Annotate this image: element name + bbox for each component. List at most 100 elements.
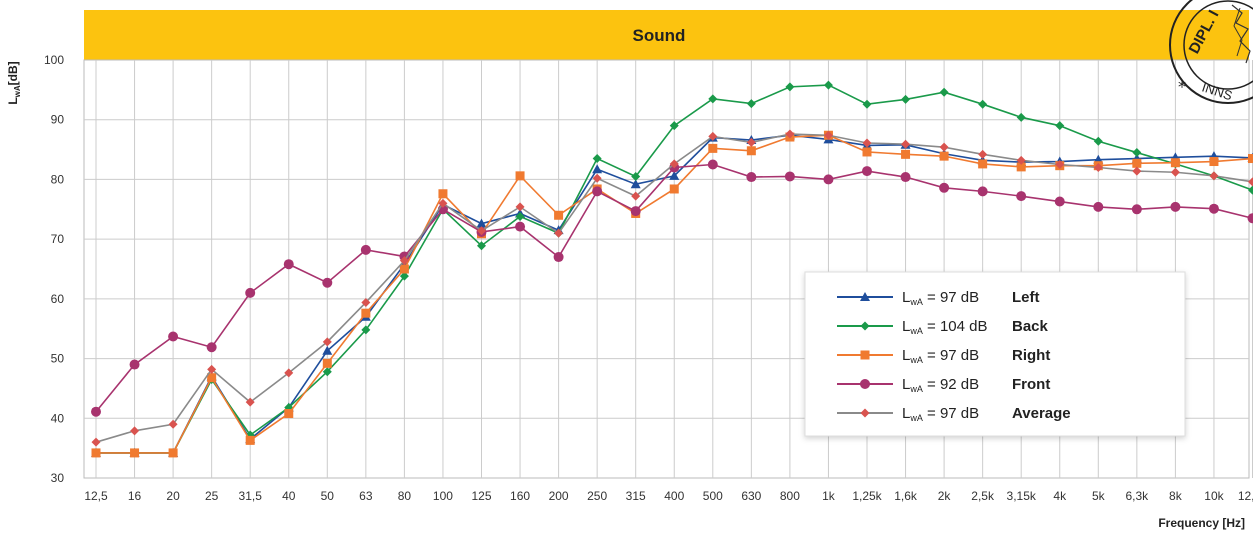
data-point	[862, 166, 872, 177]
legend-label: Right	[1012, 347, 1050, 364]
y-axis-title-sub: wA	[13, 85, 22, 98]
data-point	[592, 154, 602, 164]
data-point	[978, 159, 988, 169]
data-point	[91, 406, 101, 417]
x-axis-title: Frequency [Hz]	[1158, 516, 1245, 530]
data-point	[746, 137, 756, 147]
data-point	[785, 129, 795, 139]
y-tick-label: 50	[51, 352, 65, 366]
data-point	[360, 244, 371, 255]
legend-level: LwA = 104 dB	[902, 318, 988, 336]
x-tick-label: 500	[703, 489, 723, 503]
data-point	[939, 142, 949, 152]
data-point	[130, 426, 140, 436]
data-point	[746, 99, 756, 109]
data-point	[283, 259, 294, 270]
x-tick-label: 3,15k	[1007, 489, 1037, 503]
data-point	[592, 186, 603, 197]
data-point	[322, 358, 332, 368]
data-point	[399, 256, 409, 266]
data-point	[476, 218, 487, 228]
legend-swatch-marker	[860, 408, 870, 418]
x-tick-label: 8k	[1169, 489, 1183, 503]
series-line	[96, 134, 1253, 454]
data-point	[862, 147, 872, 157]
legend-entry-right: LwA = 97 dB Right	[837, 347, 1050, 365]
data-point	[1016, 162, 1026, 172]
legend-label: Average	[1012, 405, 1071, 422]
data-point	[322, 345, 333, 355]
legend-label: Left	[1012, 289, 1040, 306]
data-point	[399, 264, 409, 274]
legend-label: Front	[1012, 376, 1050, 393]
data-point	[1055, 121, 1065, 131]
data-point	[207, 373, 217, 383]
data-point	[669, 121, 679, 131]
data-point	[978, 149, 988, 159]
data-point	[746, 146, 756, 156]
data-point	[284, 368, 294, 378]
legend-swatch-marker	[860, 292, 870, 301]
y-tick-label: 100	[44, 53, 64, 67]
x-tick-label: 10k	[1204, 489, 1224, 503]
legend-level: LwA = 97 dB	[902, 347, 979, 365]
x-tick-label: 16	[128, 489, 142, 503]
y-axis-ticks: 30 40 50 60 70 80 90 100	[44, 53, 64, 485]
data-point	[515, 171, 525, 181]
data-point	[361, 308, 371, 318]
data-point	[438, 189, 448, 199]
data-point	[785, 82, 795, 92]
data-point	[631, 191, 641, 201]
title-banner	[84, 10, 1249, 60]
plot-frame	[83, 59, 1250, 479]
data-point	[207, 364, 217, 374]
x-tick-label: 315	[626, 489, 646, 503]
data-point	[630, 179, 641, 189]
data-point	[361, 325, 371, 335]
series-group	[91, 80, 1253, 458]
data-point	[1132, 166, 1142, 176]
data-point	[91, 448, 101, 458]
data-point	[939, 182, 950, 193]
data-point	[91, 437, 101, 447]
data-point	[669, 184, 679, 194]
data-point	[245, 435, 255, 445]
x-axis-ticks: 12,5 16 20 25 31,5 40 50 63 80 100 125 160 200 250 315…	[84, 489, 1253, 503]
x-tick-label: 630	[741, 489, 761, 503]
data-point	[322, 337, 332, 347]
x-tick-label: 31,5	[239, 489, 263, 503]
x-tick-label: 63	[359, 489, 373, 503]
legend-swatch-marker	[860, 379, 870, 389]
data-point	[129, 359, 140, 370]
data-point	[708, 94, 718, 104]
legend-swatch-marker	[860, 321, 870, 331]
y-axis-title: LwA[dB]	[6, 61, 22, 104]
x-tick-label: 200	[549, 489, 569, 503]
chart-title: Sound	[633, 26, 686, 45]
legend-entry-front: LwA = 92 dB Front	[837, 376, 1050, 394]
data-point	[1132, 148, 1142, 158]
data-point	[515, 202, 525, 212]
data-point	[1016, 112, 1026, 122]
x-tick-label: 20	[166, 489, 180, 503]
data-point	[399, 271, 409, 281]
data-point	[746, 172, 757, 183]
stamp-star: *	[1178, 77, 1186, 96]
data-point	[939, 151, 949, 161]
data-point	[206, 342, 217, 353]
data-point	[1054, 196, 1065, 207]
x-tick-label: 4k	[1053, 489, 1067, 503]
x-tick-label: 160	[510, 489, 530, 503]
x-tick-label: 80	[398, 489, 412, 503]
data-point	[322, 367, 332, 377]
data-point	[1248, 154, 1253, 164]
data-point	[978, 99, 988, 109]
y-tick-label: 70	[51, 232, 65, 246]
series-line	[95, 163, 1253, 413]
data-point	[477, 241, 486, 251]
data-point	[1093, 136, 1103, 146]
data-point	[1248, 177, 1253, 187]
x-tick-label: 1k	[822, 489, 836, 503]
data-point	[939, 87, 949, 97]
data-point	[284, 409, 294, 419]
